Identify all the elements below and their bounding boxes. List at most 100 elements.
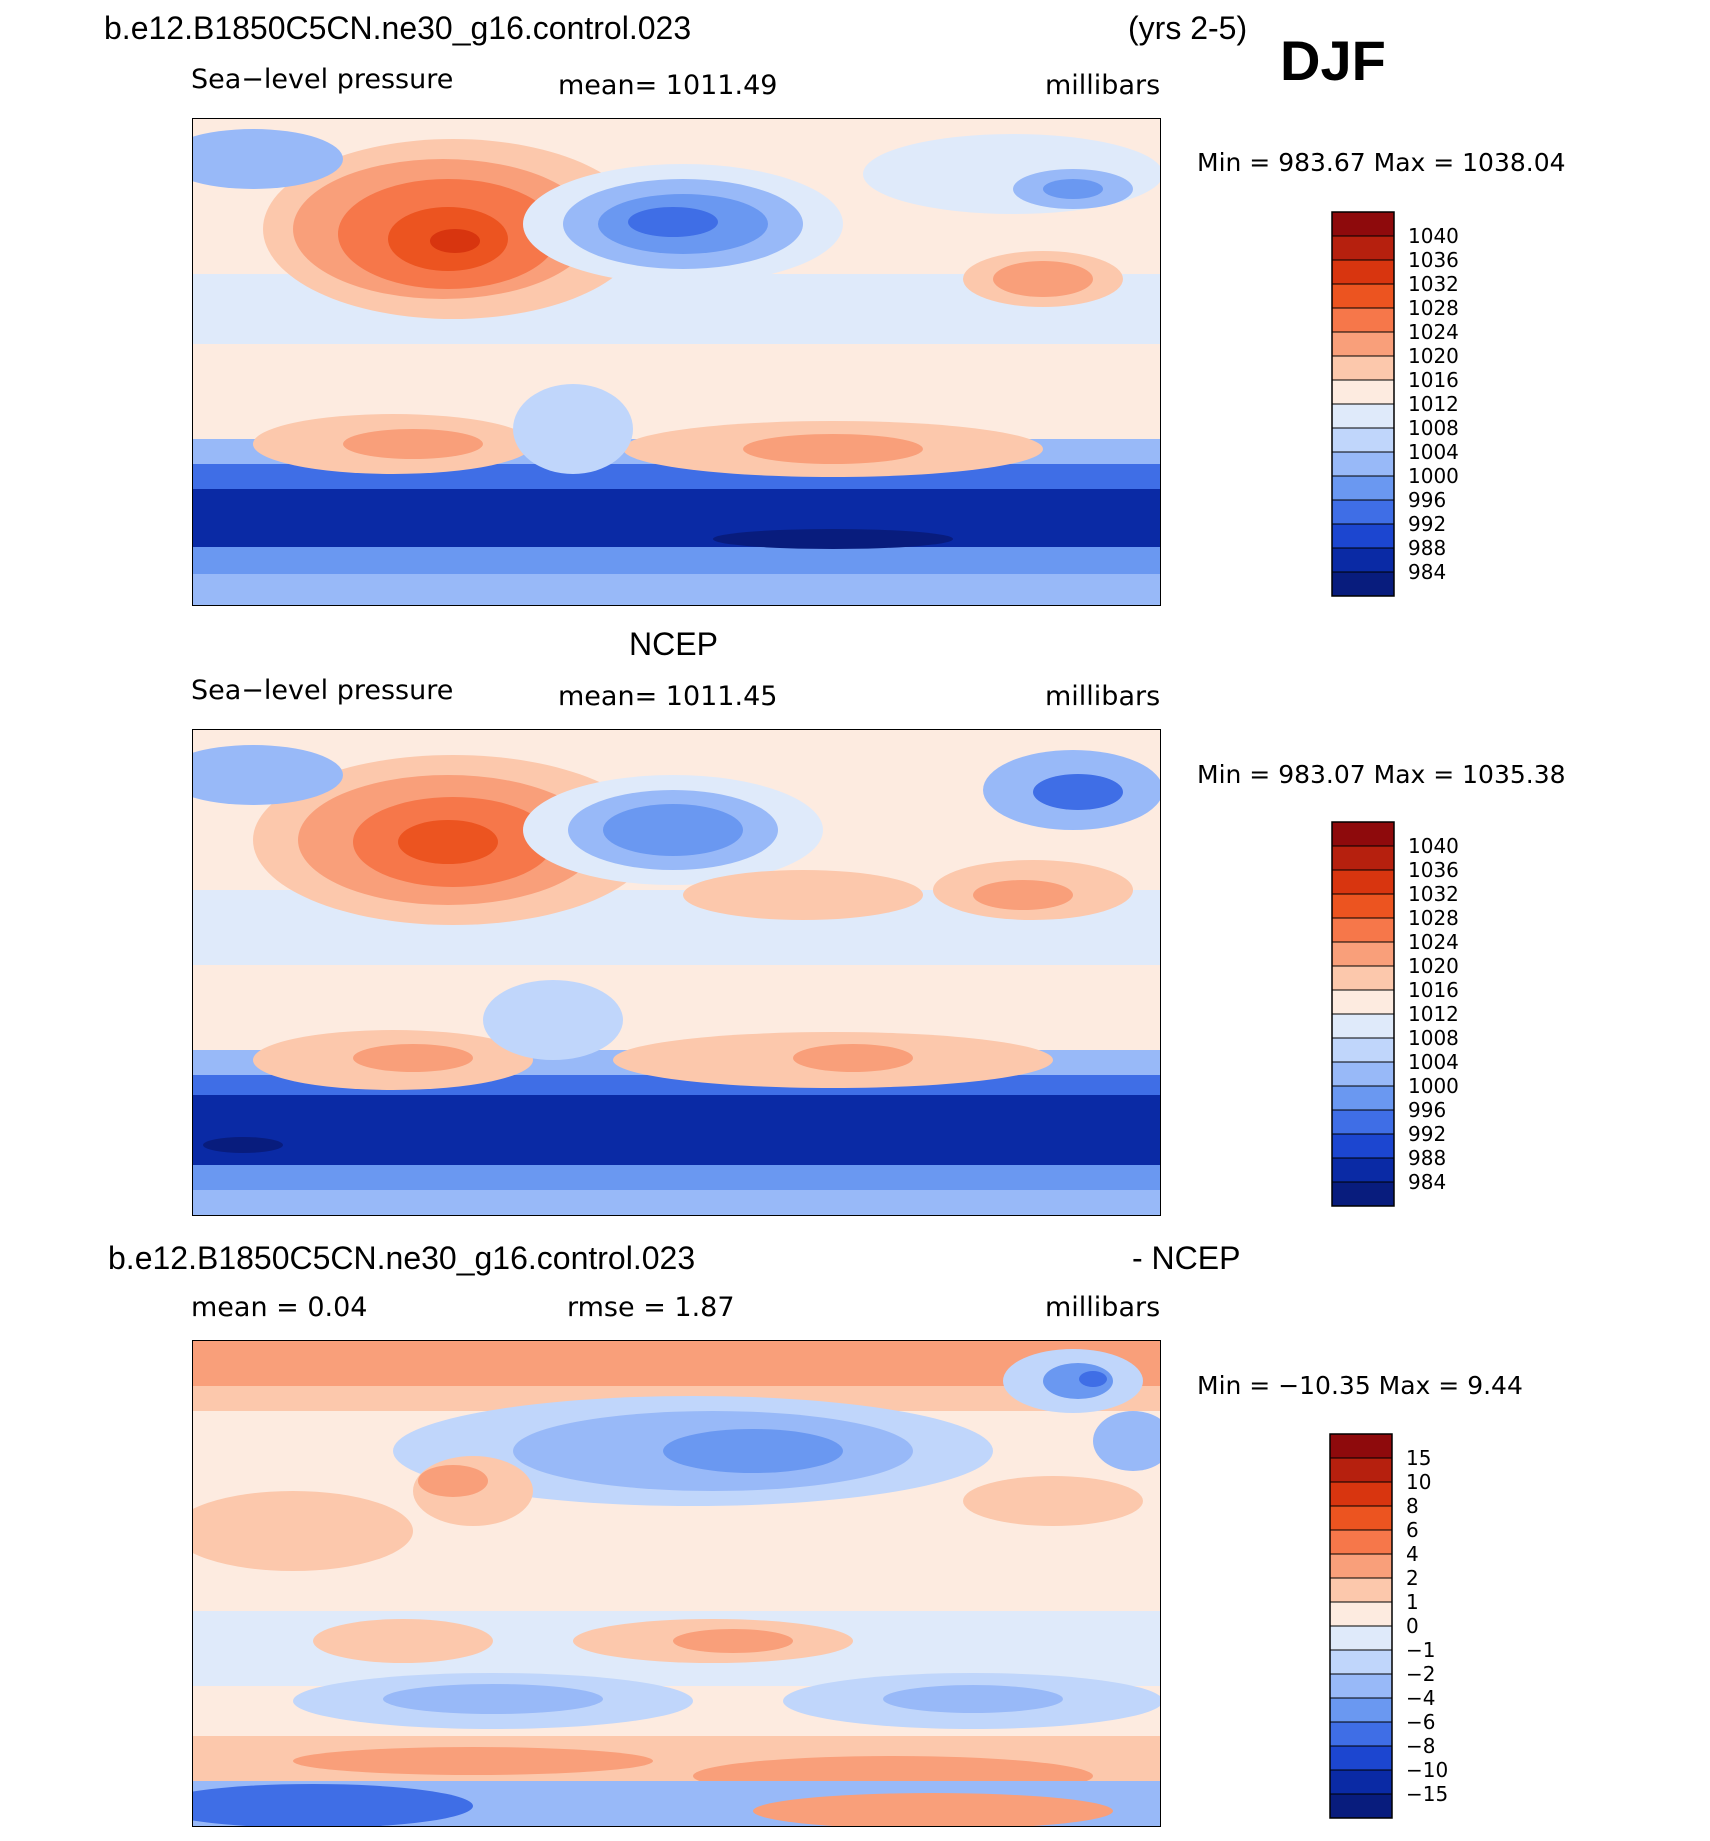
panel3-colorbar-swatch <box>1329 1433 1393 1459</box>
years-label: (yrs 2-5) <box>1128 10 1248 46</box>
panel3-title-left: b.e12.B1850C5CN.ne30_g16.control.023 <box>108 1240 696 1276</box>
panel1-colorbar-swatch <box>1331 451 1395 477</box>
panel2-colorbar-label: 984 <box>1408 1170 1446 1194</box>
panel2-colorbar-label: 1028 <box>1408 906 1459 930</box>
panel2-colorbar-label: 1020 <box>1408 954 1459 978</box>
panel2-minmax: Min = 983.07 Max = 1035.38 <box>1197 760 1566 789</box>
panel3-colorbar-swatch <box>1329 1553 1393 1579</box>
panel2-colorbar-swatch <box>1331 821 1395 847</box>
panel3-colorbar-label: 10 <box>1406 1470 1431 1494</box>
panel2-colorbar-label: 1032 <box>1408 882 1459 906</box>
panel3-colorbar-label: −4 <box>1406 1686 1435 1710</box>
panel2-colorbar-swatch <box>1331 941 1395 967</box>
panel3-colorbar-swatch <box>1329 1745 1393 1771</box>
panel1-contour-field <box>193 119 1160 605</box>
panel3-colorbar-label: −1 <box>1406 1638 1435 1662</box>
panel3-colorbar-label: 15 <box>1406 1446 1431 1470</box>
panel3-colorbar-label: −8 <box>1406 1734 1435 1758</box>
panel2-colorbar-swatch <box>1331 1061 1395 1087</box>
panel3-colorbar-swatch <box>1329 1505 1393 1531</box>
panel3-colorbar-label: −6 <box>1406 1710 1435 1734</box>
panel3-colorbar-swatch <box>1329 1601 1393 1627</box>
panel3-units: millibars <box>1045 1292 1161 1323</box>
panel1-colorbar-swatch <box>1331 427 1395 453</box>
panel2-colorbar-swatch <box>1331 989 1395 1015</box>
panel1-colorbar-swatch <box>1331 355 1395 381</box>
panel3-colorbar: 15 10 8 6 4 2 1 0 −1 −2 −4 −6 −8 −10 −15 <box>1329 1433 1530 1819</box>
panel2-title: NCEP <box>629 626 718 662</box>
panel1-variable: Sea−level pressure <box>191 64 454 95</box>
panel3-colorbar-swatch <box>1329 1721 1393 1747</box>
panel2-colorbar-swatch <box>1331 893 1395 919</box>
season-label: DJF <box>1280 29 1386 92</box>
panel3-colorbar-label: −10 <box>1406 1758 1448 1782</box>
panel2-colorbar-swatch <box>1331 917 1395 943</box>
panel3-colorbar-swatch <box>1329 1649 1393 1675</box>
panel3-colorbar-label: 8 <box>1406 1494 1419 1518</box>
panel2-colorbar-outline <box>1331 821 1395 1207</box>
panel1-colorbar-swatch <box>1331 475 1395 501</box>
panel3-colorbar-swatch <box>1329 1577 1393 1603</box>
panel2-colorbar-swatch <box>1331 1085 1395 1111</box>
panel1-map <box>192 118 1161 606</box>
panel3-colorbar-outline <box>1329 1433 1393 1819</box>
panel1-colorbar-swatch <box>1331 331 1395 357</box>
panel2-colorbar: 1040 1036 1032 1028 1024 1020 1016 1012 1008 1004… <box>1331 821 1532 1207</box>
panel1-colorbar-swatch <box>1331 235 1395 261</box>
panel1-colorbar-swatch <box>1331 499 1395 525</box>
panel1-colorbar-label: 988 <box>1408 536 1446 560</box>
panel2-colorbar-label: 1016 <box>1408 978 1459 1002</box>
panel2-colorbar-swatch <box>1331 1181 1395 1207</box>
panel1-colorbar-label: 1012 <box>1408 392 1459 416</box>
panel1-colorbar-label: 1004 <box>1408 440 1459 464</box>
panel3-colorbar-label: 4 <box>1406 1542 1419 1566</box>
panel2-mean: mean= 1011.45 <box>558 681 778 712</box>
panel2-colorbar-swatch <box>1331 1013 1395 1039</box>
panel3-colorbar-label: 0 <box>1406 1614 1419 1638</box>
panel1-colorbar-label: 1000 <box>1408 464 1459 488</box>
panel1-colorbar-label: 1016 <box>1408 368 1459 392</box>
panel1-colorbar-swatch <box>1331 571 1395 597</box>
panel3-colorbar-swatch <box>1329 1673 1393 1699</box>
panel3-colorbar-swatch <box>1329 1481 1393 1507</box>
panel2-colorbar-swatch <box>1331 965 1395 991</box>
panel2-colorbar-label: 1036 <box>1408 858 1459 882</box>
panel3-colorbar-label: 1 <box>1406 1590 1419 1614</box>
panel2-colorbar-label: 1024 <box>1408 930 1459 954</box>
panel3-minmax: Min = −10.35 Max = 9.44 <box>1197 1371 1523 1400</box>
panel2-colorbar-swatch <box>1331 1037 1395 1063</box>
panel1-colorbar-swatch <box>1331 283 1395 309</box>
panel2-colorbar-swatch <box>1331 869 1395 895</box>
panel1-units: millibars <box>1045 70 1161 101</box>
panel1-colorbar-label: 1036 <box>1408 248 1459 272</box>
panel2-colorbar-swatch <box>1331 1109 1395 1135</box>
panel2-variable: Sea−level pressure <box>191 675 454 706</box>
panel1-colorbar-swatch <box>1331 211 1395 237</box>
panel2-colorbar-swatch <box>1331 845 1395 871</box>
panel3-colorbar-label: −2 <box>1406 1662 1435 1686</box>
panel3-colorbar-label: 2 <box>1406 1566 1419 1590</box>
panel1-colorbar-swatch <box>1331 403 1395 429</box>
panel2-colorbar-label: 1004 <box>1408 1050 1459 1074</box>
panel3-colorbar-label: 6 <box>1406 1518 1419 1542</box>
case-title: b.e12.B1850C5CN.ne30_g16.control.023 <box>104 10 692 46</box>
panel2-colorbar-swatch <box>1331 1133 1395 1159</box>
panel3-colorbar-swatch <box>1329 1769 1393 1795</box>
panel2-colorbar-swatch <box>1331 1157 1395 1183</box>
panel2-colorbar-label: 992 <box>1408 1122 1446 1146</box>
panel2-colorbar-label: 996 <box>1408 1098 1446 1122</box>
panel1-colorbar-swatch <box>1331 379 1395 405</box>
panel3-colorbar-label: −15 <box>1406 1782 1448 1806</box>
panel3-title-right: - NCEP <box>1132 1240 1241 1276</box>
panel3-colorbar-swatch <box>1329 1457 1393 1483</box>
panel1-colorbar-label: 996 <box>1408 488 1446 512</box>
panel1-colorbar-label: 984 <box>1408 560 1446 584</box>
panel1-colorbar-swatch <box>1331 547 1395 573</box>
panel3-colorbar-swatch <box>1329 1697 1393 1723</box>
panel3-colorbar-swatch <box>1329 1529 1393 1555</box>
panel2-colorbar-label: 988 <box>1408 1146 1446 1170</box>
panel1-colorbar: 1040 1036 1032 1028 1024 1020 1016 1012 1008 1004… <box>1331 211 1532 597</box>
panel3-colorbar-swatch <box>1329 1793 1393 1819</box>
panel3-rmse: rmse = 1.87 <box>567 1292 735 1323</box>
panel2-units: millibars <box>1045 681 1161 712</box>
